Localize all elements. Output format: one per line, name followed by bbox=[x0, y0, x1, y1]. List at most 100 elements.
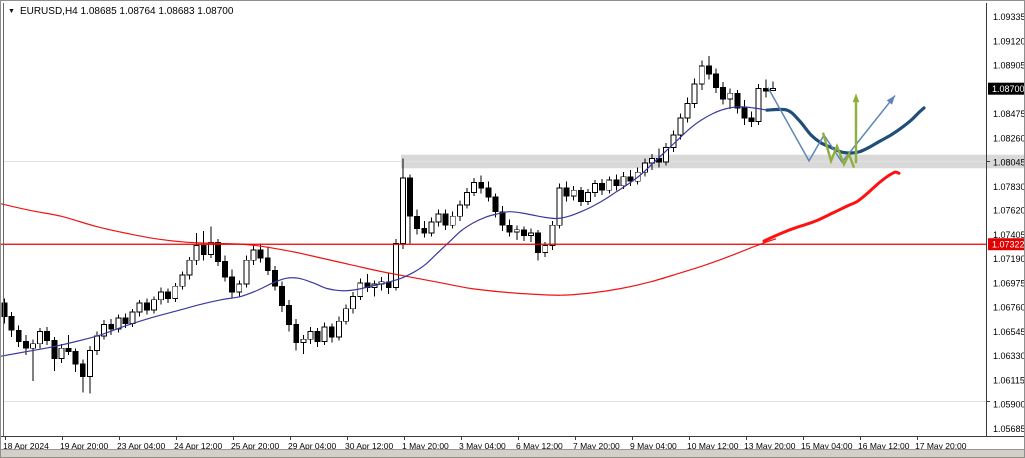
candle-bull bbox=[428, 221, 435, 234]
candle-bear bbox=[108, 324, 115, 330]
candle-bull bbox=[193, 245, 200, 261]
candle-bull bbox=[150, 299, 157, 311]
candle-bull bbox=[335, 320, 342, 338]
candle-bull bbox=[727, 92, 734, 100]
price-axis-label: 1.05900 bbox=[993, 400, 1025, 410]
candle-bull bbox=[37, 330, 44, 345]
window-bottom-strip bbox=[1, 449, 1024, 457]
candle-bull bbox=[136, 302, 143, 313]
thick-red-trend-line[interactable] bbox=[762, 170, 901, 243]
candle-bull bbox=[755, 88, 762, 122]
price-axis-label: 1.07830 bbox=[993, 182, 1025, 192]
candle-bear bbox=[15, 329, 22, 342]
candle-bull bbox=[698, 65, 705, 85]
price-axis-label: 1.08260 bbox=[993, 133, 1025, 143]
time-axis-label: 6 May 12:00 bbox=[516, 441, 563, 451]
price-axis-label: 1.06975 bbox=[993, 278, 1025, 288]
candle-bull bbox=[392, 242, 399, 288]
candle-bull bbox=[606, 179, 613, 191]
ma-blue-line bbox=[1, 106, 768, 357]
time-axis-label: 29 Apr 04:00 bbox=[288, 441, 336, 451]
candle-bull bbox=[677, 117, 684, 136]
candle-bull bbox=[684, 102, 691, 119]
candle-bull bbox=[300, 338, 307, 344]
time-axis-label: 25 Apr 20:00 bbox=[231, 441, 279, 451]
candle-bear bbox=[613, 179, 620, 187]
candle-bear bbox=[762, 88, 769, 92]
candle-bear bbox=[520, 229, 527, 236]
candle-bear bbox=[271, 269, 278, 287]
price-axis-label: 1.08045 bbox=[993, 158, 1025, 168]
candle-bear bbox=[8, 316, 15, 331]
candle-bull bbox=[115, 317, 122, 330]
candle-bull bbox=[94, 335, 100, 352]
candle-bear bbox=[293, 324, 300, 344]
candle-bear bbox=[535, 232, 542, 253]
symbol-dropdown-icon[interactable]: ▼ bbox=[8, 8, 15, 15]
candle-bear bbox=[286, 304, 293, 326]
candle-bear bbox=[44, 330, 51, 341]
current-price-tag-text: 1.08700 bbox=[992, 84, 1025, 94]
candle-bull bbox=[321, 326, 328, 342]
candle-bear bbox=[734, 92, 741, 109]
candle-bull bbox=[250, 249, 257, 261]
zigzag-arrowhead-icon bbox=[886, 95, 895, 105]
candle-bear bbox=[200, 245, 207, 256]
candle-bear bbox=[229, 276, 236, 293]
candle-bear bbox=[421, 228, 428, 234]
candle-bull bbox=[350, 295, 357, 310]
candle-bull bbox=[620, 176, 627, 187]
time-axis-label: 10 May 12:00 bbox=[687, 441, 739, 451]
price-axis-label: 1.06330 bbox=[993, 351, 1025, 361]
time-axis-label: 3 May 04:00 bbox=[459, 441, 506, 451]
candle-bull bbox=[236, 283, 243, 293]
candle-bear bbox=[741, 107, 748, 119]
price-axis-label: 1.09335 bbox=[993, 12, 1025, 22]
time-axis-label: 9 May 04:00 bbox=[630, 441, 677, 451]
candle-bull bbox=[186, 259, 193, 276]
current-price-tag bbox=[988, 82, 1024, 95]
candle-bull bbox=[58, 347, 65, 359]
candle-bull bbox=[343, 308, 349, 322]
candle-bull bbox=[307, 330, 314, 340]
hline-price-tag-text: 1.07322 bbox=[992, 240, 1025, 250]
time-axis: 18 Apr 2024 19 Apr 20:00 23 Apr 04:00 24 Ap… bbox=[3, 437, 967, 451]
candle-bull bbox=[172, 285, 179, 300]
candle-bull bbox=[464, 192, 470, 206]
price-axis-label: 1.06115 bbox=[993, 375, 1025, 385]
hline-price-tag bbox=[988, 238, 1024, 251]
candle-bear bbox=[563, 187, 570, 197]
candle-bull bbox=[649, 158, 655, 164]
candle-bear bbox=[627, 176, 634, 182]
time-axis-label: 13 May 20:00 bbox=[744, 441, 796, 451]
ohlc-readout: EURUSD,H4 1.08685 1.08764 1.08683 1.0870… bbox=[19, 6, 234, 17]
chart-header: ▼ EURUSD,H4 1.08685 1.08764 1.08683 1.08… bbox=[8, 6, 233, 17]
candle-bull bbox=[663, 146, 670, 163]
price-axis-label: 1.07190 bbox=[993, 254, 1025, 264]
time-axis-label: 1 May 20:00 bbox=[402, 441, 449, 451]
time-axis-label: 16 May 12:00 bbox=[858, 441, 910, 451]
candle-bull bbox=[513, 229, 520, 233]
green-zigzag[interactable] bbox=[821, 132, 856, 169]
candle-bull bbox=[243, 259, 250, 285]
candle-bear bbox=[51, 339, 58, 359]
price-axis: 1.09335 1.09120 1.08905 1.08475 1.08260 1.080… bbox=[987, 12, 1025, 434]
ma-red-line bbox=[1, 203, 777, 296]
time-axis-label: 15 May 04:00 bbox=[801, 441, 853, 451]
price-axis-label: 1.07405 bbox=[993, 230, 1025, 240]
candle-bull bbox=[435, 213, 442, 223]
candle-bear bbox=[720, 87, 727, 100]
candle-bear bbox=[705, 65, 712, 75]
candle-bear bbox=[414, 215, 421, 230]
candle-bear bbox=[143, 302, 150, 311]
candle-bull bbox=[456, 204, 463, 217]
candle-bull bbox=[549, 224, 556, 247]
candle-bear bbox=[478, 181, 485, 189]
candle-bull bbox=[471, 181, 478, 193]
axes bbox=[1, 3, 1024, 437]
candle-bear bbox=[222, 260, 229, 278]
candle-bull bbox=[179, 274, 186, 287]
price-axis-label: 1.05685 bbox=[993, 424, 1025, 434]
candle-bull bbox=[570, 189, 577, 197]
candle-bull bbox=[584, 192, 591, 203]
